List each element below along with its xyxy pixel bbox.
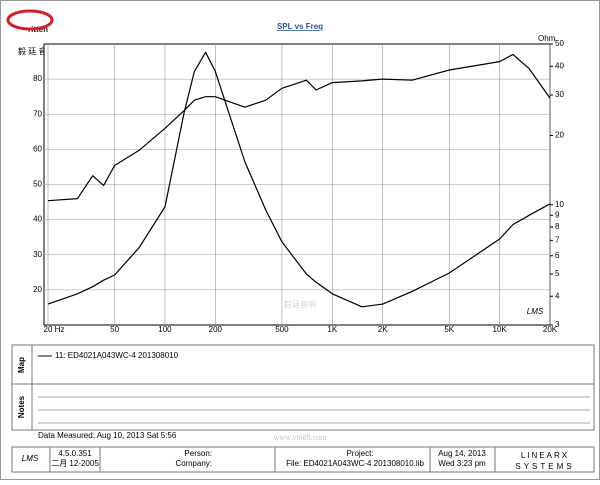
panel-label: Notes (17, 395, 26, 418)
y-tick-label: 50 (33, 180, 42, 189)
footer-build: 二月 12-2005 (51, 459, 99, 468)
y-tick-label: 30 (33, 250, 42, 259)
y-tick-label: 40 (33, 215, 42, 224)
y-tick-label: 80 (33, 74, 42, 83)
x-tick-label: 20 Hz (44, 325, 65, 334)
footer-project: Project: (346, 449, 373, 458)
y2-tick-label: 30 (555, 90, 564, 99)
plot-mark: LMS (527, 307, 544, 316)
legend-label: 11: ED4021A043WC-4 201308010 (55, 351, 179, 360)
y2-tick-label: 50 (555, 39, 564, 48)
footer-lms: LMS (22, 454, 39, 463)
note-lines (38, 396, 590, 424)
x-tick-label: 50 (110, 325, 119, 334)
y-tick-label: 20 (33, 285, 42, 294)
y2-tick-label: 8 (555, 222, 560, 231)
panel-label: Map (17, 357, 26, 373)
y2-unit: Ohm (538, 34, 556, 43)
x-tick-label: 1K (327, 325, 337, 334)
footer-brand-sub: SYSTEMS (515, 462, 574, 471)
x-tick-label: 500 (275, 325, 289, 334)
footer-file: File: ED4021A043WC-4 201308010.lib (286, 459, 424, 468)
footer-version: 4.5.0.351 (58, 449, 92, 458)
footer-date: Aug 14, 2013 (438, 449, 486, 458)
watermark-url: www.yt689.com (274, 433, 328, 442)
watermark-chinese: 毅廷音响 (284, 299, 316, 309)
y2-tick-label: 10 (555, 200, 564, 209)
footer-person: Person: (184, 449, 212, 458)
y-tick-label: 70 (33, 109, 42, 118)
footer-brand: LINEARX (521, 451, 569, 460)
measured-date: Data Measured: Aug 10, 2013 Sat 5:56 (38, 431, 177, 440)
x-tick-label: 100 (158, 325, 172, 334)
panel-frame (11, 344, 595, 431)
logo-swoosh (6, 9, 54, 31)
y2-tick-label: 20 (555, 131, 564, 140)
chart-title: SPL vs Freq (277, 22, 323, 31)
y2-tick-label: 3 (555, 320, 560, 329)
x-tick-label: 2K (378, 325, 388, 334)
footer-boxes (11, 446, 595, 473)
y2-tick-label: 9 (555, 210, 560, 219)
footer-time: Wed 3:23 pm (438, 459, 486, 468)
x-tick-label: 10K (493, 325, 508, 334)
y-tick-label: 60 (33, 144, 42, 153)
y2-tick-label: 7 (555, 235, 560, 244)
series-line (47, 53, 551, 202)
logo-chinese: 毅 廷 音 响 (18, 46, 57, 56)
footer-company: Company: (176, 459, 212, 468)
y2-tick-label: 6 (555, 251, 560, 260)
y2-tick-label: 40 (555, 61, 564, 70)
series-line (47, 51, 551, 308)
x-tick-label: 200 (209, 325, 223, 334)
y2-tick-label: 4 (555, 291, 560, 300)
y2-tick-label: 5 (555, 269, 560, 278)
x-tick-label: 20K (543, 325, 558, 334)
x-tick-label: 5K (444, 325, 454, 334)
